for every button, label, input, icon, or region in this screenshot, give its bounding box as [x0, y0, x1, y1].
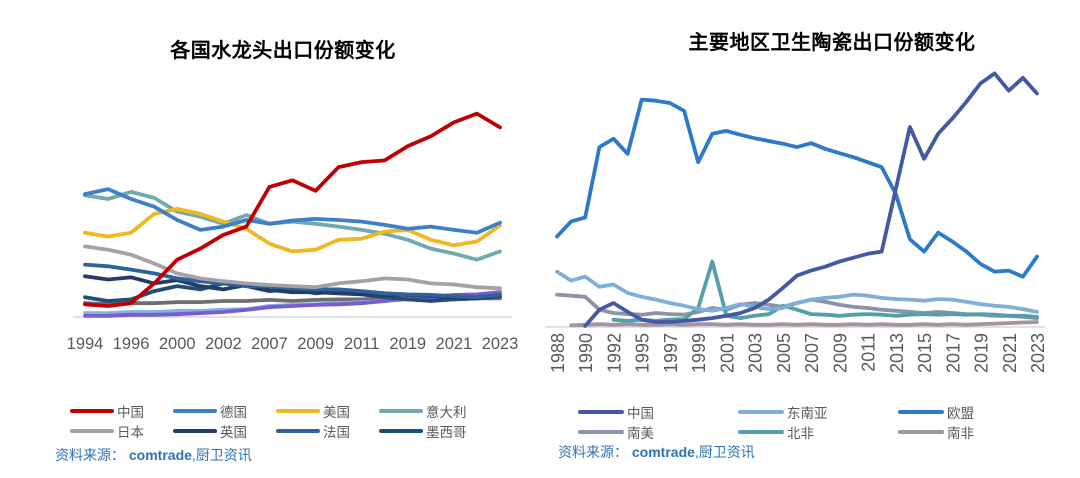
legend-swatch-uk	[173, 429, 217, 433]
legend-label-southeast-asia: 东南亚	[787, 406, 828, 421]
legend-label-china: 中国	[117, 405, 144, 420]
x-tick-label: 1990	[576, 333, 596, 373]
x-tick-label: 2005	[774, 333, 794, 373]
legend-swatch-south-america	[578, 430, 624, 434]
legend-swatch-italy	[379, 409, 423, 413]
legend-label-germany: 德国	[220, 405, 247, 420]
legend-item-germany: 德国	[173, 404, 276, 420]
series-line-eu	[555, 97, 1039, 279]
series-line-south-africa	[569, 320, 1039, 328]
legend-item-uk: 英国	[173, 424, 276, 440]
x-tick-label: 1994	[67, 335, 104, 353]
x-tick-label: 2007	[251, 335, 288, 353]
x-tick-label: 1997	[661, 333, 681, 373]
legend-label-france: 法国	[323, 425, 350, 440]
x-tick-label: 2013	[887, 333, 907, 373]
legend-label-south-africa: 南非	[947, 426, 974, 441]
source-org: comtrade	[128, 447, 192, 463]
legend-item-italy: 意大利	[379, 404, 482, 420]
x-tick-label: 1995	[633, 333, 653, 373]
x-tick-label: 2019	[389, 335, 426, 353]
x-tick-label: 2015	[915, 333, 935, 373]
series-line-north-africa	[611, 259, 1039, 323]
chart-legend: 中国 东南亚 欧盟南美 北非 南非	[578, 405, 1058, 441]
legend-label-mexico: 墨西哥	[426, 425, 467, 440]
legend-swatch-north-africa	[738, 430, 784, 434]
x-tick-label: 2011	[344, 335, 379, 353]
legend-item-mexico: 墨西哥	[379, 424, 482, 440]
legend-item-eu: 欧盟	[898, 405, 1058, 421]
legend-label-south-america: 南美	[627, 426, 654, 441]
x-tick-label: 2009	[297, 335, 334, 353]
source-prefix: 资料来源：	[558, 444, 628, 460]
x-tick-label: 1992	[604, 333, 624, 373]
x-tick-label: 2011	[859, 333, 879, 372]
legend-item-china: 中国	[578, 405, 738, 421]
chart-title: 各国水龙头出口份额变化	[170, 40, 396, 62]
legend-item-usa: 美国	[276, 404, 379, 420]
source-org: comtrade	[631, 444, 695, 460]
legend-label-usa: 美国	[323, 405, 350, 420]
source-note: 资料来源： comtrade,厨卫资讯	[55, 445, 252, 465]
legend-swatch-usa	[276, 409, 320, 413]
legend-swatch-japan	[70, 429, 114, 433]
legend-label-italy: 意大利	[426, 405, 467, 420]
legend-swatch-china	[70, 409, 114, 413]
x-tick-label: 2001	[717, 333, 737, 373]
legend-swatch-southeast-asia	[738, 410, 784, 414]
x-tick-label: 2021	[1000, 333, 1020, 373]
x-tick-label: 2021	[436, 335, 473, 353]
legend-label-japan: 日本	[117, 425, 144, 440]
source-suffix: ,厨卫资讯	[191, 447, 252, 463]
series-line-usa	[83, 206, 502, 254]
chart-legend: 中国 德国 美国 意大利日本 英国 法国 墨西哥	[70, 404, 482, 440]
legend-swatch-mexico	[379, 429, 423, 433]
series-line-france	[83, 262, 502, 300]
legend-item-southeast-asia: 东南亚	[738, 405, 898, 421]
legend-swatch-eu	[898, 410, 944, 414]
legend-item-japan: 日本	[70, 424, 173, 440]
x-tick-label: 2003	[746, 333, 766, 373]
legend-label-china: 中国	[627, 406, 654, 421]
series-line-japan	[83, 244, 502, 291]
x-tick-label: 2007	[802, 333, 822, 373]
sanitary-ceramics-line-chart: 1988 1990 1992 1995 1997 1999 2001 2003 2005 2007…	[545, 71, 1048, 373]
legend-label-uk: 英国	[220, 425, 247, 440]
x-tick-label: 1996	[113, 335, 150, 353]
legend-item-south-america: 南美	[578, 425, 738, 441]
x-tick-label: 2000	[159, 335, 196, 353]
series-line-southeast-asia	[555, 269, 1039, 314]
legend-label-north-africa: 北非	[787, 426, 814, 441]
series-line-china	[83, 111, 502, 308]
x-tick-label: 2009	[830, 333, 850, 373]
legend-swatch-south-africa	[898, 430, 944, 434]
legend-item-china: 中国	[70, 404, 173, 420]
legend-swatch-china	[578, 410, 624, 414]
source-suffix: ,厨卫资讯	[694, 444, 755, 460]
faucet-line-chart: 1994 1996 2000 2002 2007 2009 2011 2019 2021 2023	[67, 111, 519, 353]
legend-swatch-germany	[173, 409, 217, 413]
x-tick-label: 2023	[1028, 333, 1048, 373]
x-tick-label: 1988	[548, 333, 568, 373]
legend-item-north-africa: 北非	[738, 425, 898, 441]
chart-title: 主要地区卫生陶瓷出口份额变化	[688, 32, 976, 54]
source-note: 资料来源： comtrade,厨卫资讯	[558, 442, 755, 462]
legend-item-south-africa: 南非	[898, 425, 1058, 441]
x-tick-label: 1999	[689, 333, 709, 373]
faucet-export-chart-panel: 各国水龙头出口份额变化 1994 1996 2000 2002 2007 2009 2011…	[55, 40, 519, 465]
legend-label-eu: 欧盟	[947, 406, 974, 421]
x-tick-label: 2023	[482, 335, 519, 353]
x-tick-label: 2019	[972, 333, 992, 373]
legend-swatch-france	[276, 429, 320, 433]
source-prefix: 资料来源：	[55, 447, 125, 463]
series-line-china	[583, 71, 1039, 328]
sanitary-ceramics-chart-panel: 主要地区卫生陶瓷出口份额变化 1988 1990 1992 1995 1997 1999 2…	[540, 0, 1080, 478]
x-tick-label: 2017	[943, 333, 963, 373]
series-line-germany	[83, 187, 502, 235]
x-tick-label: 2002	[205, 335, 242, 353]
legend-item-france: 法国	[276, 424, 379, 440]
